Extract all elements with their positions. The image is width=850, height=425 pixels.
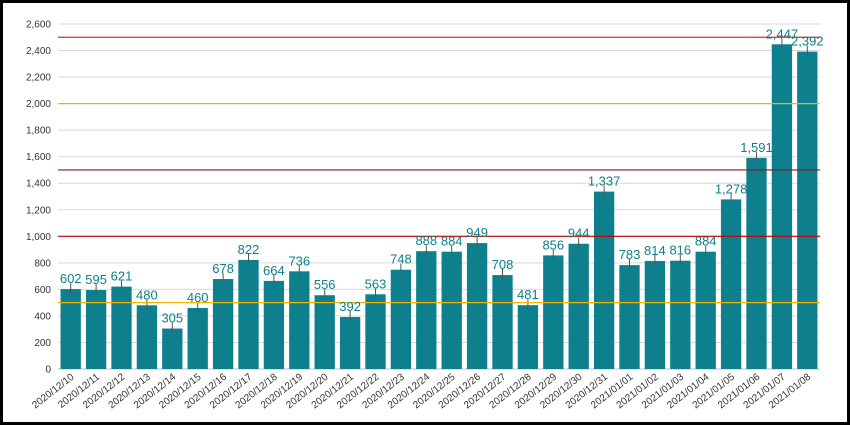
data-label: 884 [441, 234, 463, 249]
bar [771, 44, 793, 370]
data-label: 884 [695, 234, 717, 249]
x-axis-ticks: 2020/12/102020/12/112020/12/122020/12/13… [30, 371, 813, 411]
data-label: 814 [644, 243, 666, 258]
y-tick-label: 1,600 [26, 152, 51, 163]
bar [695, 251, 716, 369]
bar [314, 295, 335, 369]
y-tick-label: 200 [34, 338, 51, 349]
y-tick-label: 2,600 [26, 20, 51, 31]
bar [797, 51, 818, 369]
bar [187, 307, 208, 369]
y-tick-label: 1,000 [26, 232, 51, 243]
bar [568, 243, 589, 369]
data-label: 949 [466, 225, 488, 240]
data-label: 1,591 [740, 140, 773, 155]
bar [492, 275, 513, 369]
data-label: 783 [619, 247, 641, 262]
bar [289, 271, 310, 369]
bar [466, 243, 488, 369]
data-label: 460 [187, 290, 209, 305]
bar [746, 157, 767, 369]
data-label: 392 [339, 299, 361, 314]
bar [619, 265, 640, 369]
data-label: 664 [263, 263, 285, 278]
data-label: 888 [415, 233, 437, 248]
y-tick-label: 2,400 [26, 46, 51, 57]
bar [212, 279, 234, 369]
bar [85, 290, 107, 369]
bar [111, 286, 132, 369]
bar [720, 199, 742, 369]
bar [543, 255, 564, 369]
data-label: 1,278 [715, 181, 748, 196]
data-labels: 602 595 6214803054606788226647365563925637… [60, 26, 824, 325]
bar [416, 251, 437, 369]
y-tick-label: 800 [34, 258, 51, 269]
bar [593, 191, 615, 369]
y-tick-label: 1,400 [26, 179, 51, 190]
data-label: 1,337 [588, 174, 621, 189]
data-label: 816 [669, 243, 691, 258]
bar [60, 289, 81, 369]
data-label: 944 [568, 226, 590, 241]
y-tick-label: 1,800 [26, 126, 51, 137]
data-label: 748 [390, 252, 412, 267]
data-label: 2,392 [791, 34, 824, 49]
bar [390, 269, 412, 369]
bar [670, 260, 691, 369]
y-axis-ticks: 0 200 400 600 800 1,000 1,200 1,400 1,600 1,800 2,… [26, 20, 51, 376]
y-tick-label: 0 [45, 365, 51, 376]
data-label: 678 [212, 261, 234, 276]
bar [136, 305, 158, 369]
data-label: 736 [288, 253, 310, 268]
data-label: 480 [136, 287, 158, 302]
data-label: 595 [85, 272, 107, 287]
bar [644, 260, 666, 369]
data-label: 822 [238, 242, 260, 257]
data-label: 621 [111, 269, 133, 284]
bars [60, 38, 818, 370]
y-tick-label: 2,200 [26, 73, 51, 84]
data-label: 305 [161, 311, 183, 326]
data-label: 481 [517, 287, 539, 302]
data-label: 556 [314, 277, 336, 292]
bar [365, 294, 386, 369]
y-tick-label: 2,000 [26, 99, 51, 110]
bar [339, 316, 361, 369]
bar [263, 280, 285, 369]
y-tick-label: 400 [34, 311, 51, 322]
y-tick-label: 1,200 [26, 205, 51, 216]
reference-lines [58, 36, 820, 304]
data-label: 2,447 [766, 26, 799, 41]
data-label: 708 [492, 257, 514, 272]
bar [162, 328, 183, 369]
y-tick-label: 600 [34, 285, 51, 296]
bar [517, 305, 539, 369]
data-label: 856 [542, 237, 564, 252]
data-label: 602 [60, 271, 82, 286]
bar [238, 259, 259, 369]
bar [441, 251, 462, 369]
data-label: 563 [365, 276, 387, 291]
